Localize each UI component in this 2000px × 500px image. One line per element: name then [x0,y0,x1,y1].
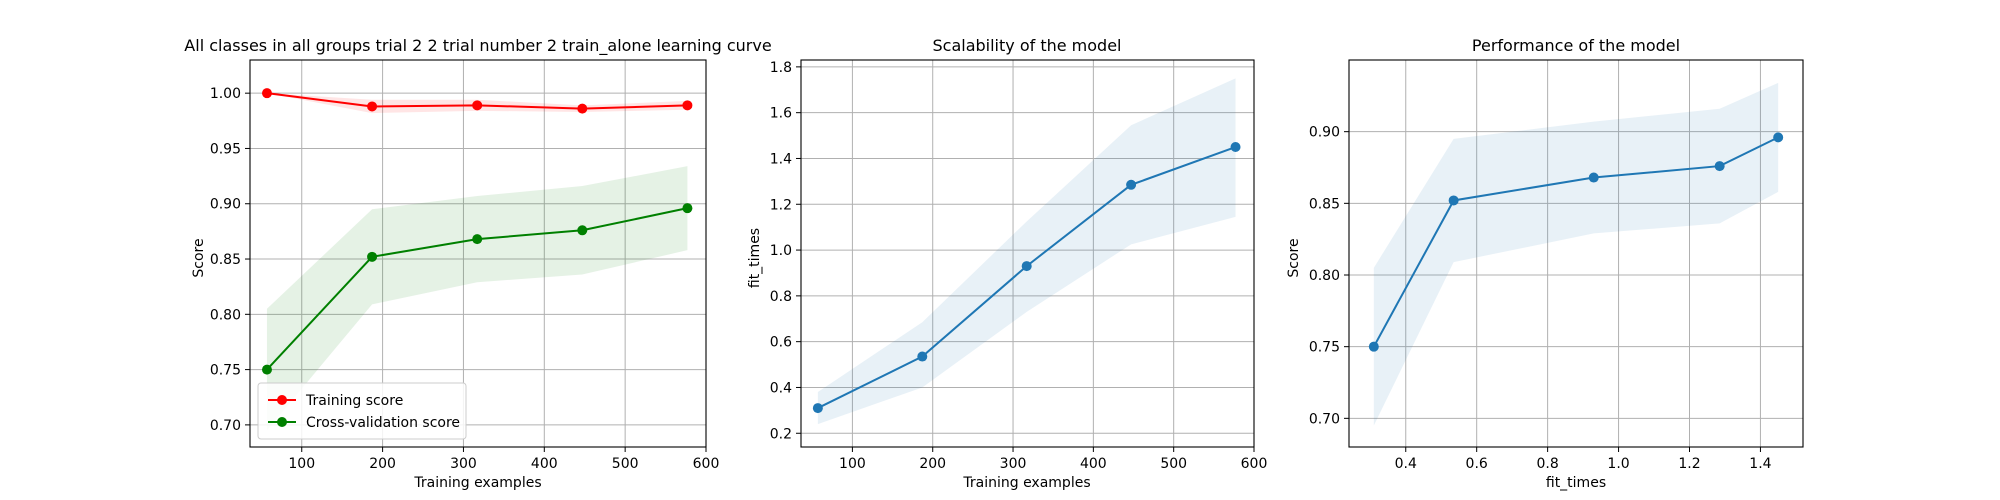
series-1-point [682,203,693,214]
series-0-point [367,101,378,112]
x-tick-label: 100 [288,456,315,472]
x-tick-label: 500 [612,456,639,472]
x-tick-label: 400 [1080,456,1107,472]
axis-frame [249,59,707,448]
legend-box [257,382,467,440]
plot-area: 100 200 300 400 500 600 0.2 0.4 0.6 0.8 1.0 1.2 1.4 1… [770,59,1268,472]
y-tick-label: 1.2 [770,197,792,213]
x-tick-label: 300 [450,456,477,472]
series-0-point [261,88,272,99]
x-tick-label: 0.6 [1466,456,1488,472]
series-0-point [1714,161,1725,172]
series-0-point [1368,341,1379,352]
series-0-point [1588,172,1599,183]
series-0-point [682,100,693,111]
y-tick-label: 0.4 [770,380,792,396]
chart-title: Scalability of the model [933,36,1122,55]
performance-chart: 0.4 0.6 0.8 1.0 1.2 1.4 0.70 0.75 0.80 0.85 0.90 P… [1286,36,1804,491]
y-tick-label: 1.00 [210,86,241,102]
series-0-point [577,103,588,114]
y-tick-label: 0.6 [770,335,792,351]
chart-title: All classes in all groups trial 2 2 tria… [184,36,771,56]
x-tick-label: 0.8 [1536,456,1558,472]
axis-frame [1348,59,1804,448]
legend-marker [277,417,287,427]
y-axis-label: fit_times [747,228,763,288]
y-tick-label: 1.8 [770,60,792,76]
legend-label: Cross-validation score [306,415,460,431]
y-axis-label: Score [191,238,207,277]
learning-curve-chart: 100 200 300 400 500 600 0.70 0.75 0.80 0.85 0.90 0.… [184,36,771,491]
y-tick-label: 0.85 [210,252,241,268]
x-tick-label: 1.0 [1607,456,1629,472]
y-tick-label: 0.8 [770,289,792,305]
series-0-point [472,100,483,111]
axis-frame [800,59,1255,448]
y-tick-label: 0.90 [210,197,241,213]
y-tick-label: 0.70 [1309,411,1340,427]
series-0-point [917,351,928,362]
x-tick-label: 300 [1000,456,1027,472]
y-tick-label: 1.4 [770,151,792,167]
y-tick-label: 0.95 [210,141,241,157]
x-tick-label: 200 [369,456,396,472]
x-axis-label: fit_times [1546,475,1606,491]
legend-marker [277,395,287,405]
y-tick-label: 0.70 [210,418,241,434]
series-0-point [1773,132,1784,143]
series-0-point [1448,195,1459,206]
series-0-point [1021,261,1032,272]
y-tick-label: 1.6 [770,106,792,122]
x-axis-label: Training examples [962,475,1090,491]
y-tick-label: 0.75 [210,363,241,379]
plot-area: 0.4 0.6 0.8 1.0 1.2 1.4 0.70 0.75 0.80 0.85 0.90 [1309,59,1804,472]
y-tick-label: 0.80 [1309,268,1340,284]
x-tick-label: 1.4 [1749,456,1771,472]
y-tick-label: 0.75 [1309,340,1340,356]
x-tick-label: 600 [1241,456,1268,472]
legend: Training score Cross-validation score [257,382,467,440]
series-0-band [817,78,1236,425]
series-0-point [812,403,823,414]
y-tick-label: 0.85 [1309,196,1340,212]
x-tick-label: 600 [693,456,720,472]
y-axis-label: Score [1286,238,1302,277]
series-1-point [472,234,483,245]
x-tick-label: 400 [531,456,558,472]
y-tick-label: 0.2 [770,426,792,442]
x-tick-label: 0.4 [1395,456,1417,472]
scalability-chart: 100 200 300 400 500 600 0.2 0.4 0.6 0.8 1.0 1.2 1.4 1… [747,36,1267,491]
x-tick-label: 500 [1160,456,1187,472]
chart-title: Performance of the model [1472,36,1680,55]
legend-label: Training score [305,393,403,409]
y-tick-label: 1.0 [770,243,792,259]
x-tick-label: 100 [839,456,866,472]
series-0-point [1230,142,1241,153]
series-0-band [1373,82,1779,426]
x-tick-label: 1.2 [1678,456,1700,472]
plot-area: 100 200 300 400 500 600 0.70 0.75 0.80 0.85 0.90 0.… [210,59,720,472]
series-0-point [1126,179,1137,190]
y-tick-label: 0.90 [1309,125,1340,141]
series-1-point [261,364,272,375]
series-1-point [577,225,588,236]
x-tick-label: 200 [919,456,946,472]
y-tick-label: 0.80 [210,307,241,323]
series-1-point [367,251,378,262]
x-axis-label: Training examples [413,475,541,491]
